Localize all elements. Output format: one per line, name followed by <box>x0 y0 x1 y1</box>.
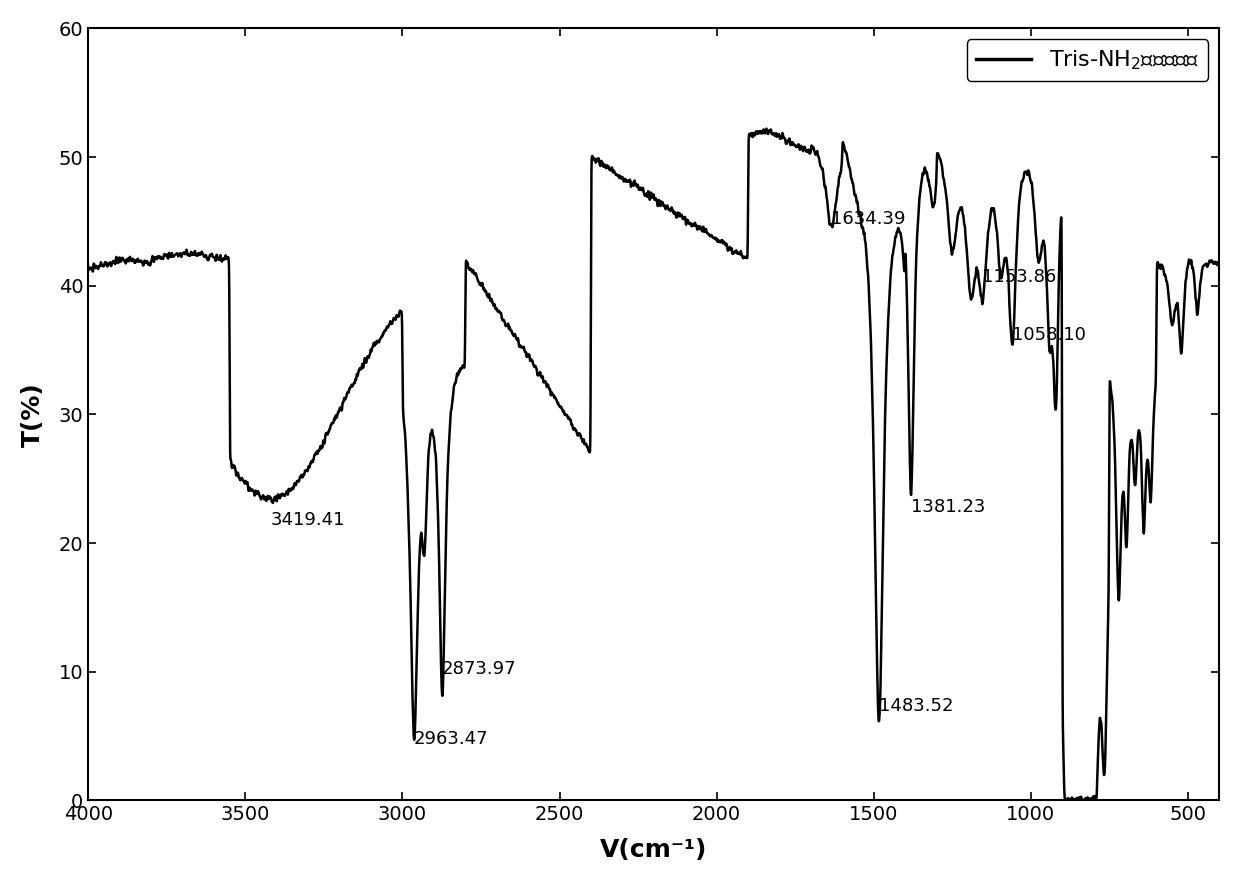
Text: 1058.10: 1058.10 <box>1012 326 1086 343</box>
X-axis label: V(cm⁻¹): V(cm⁻¹) <box>600 838 708 862</box>
Y-axis label: T(%): T(%) <box>21 382 45 447</box>
Text: 2873.97: 2873.97 <box>441 660 517 678</box>
Text: 2963.47: 2963.47 <box>414 729 489 748</box>
Text: 1381.23: 1381.23 <box>911 498 986 516</box>
Text: 1153.86: 1153.86 <box>982 268 1056 286</box>
Legend: Tris-NH$_2$修饰的多酸: Tris-NH$_2$修饰的多酸 <box>967 40 1208 81</box>
Text: 1483.52: 1483.52 <box>879 698 954 715</box>
Text: 3419.41: 3419.41 <box>270 511 345 529</box>
Text: 1634.39: 1634.39 <box>831 210 906 228</box>
